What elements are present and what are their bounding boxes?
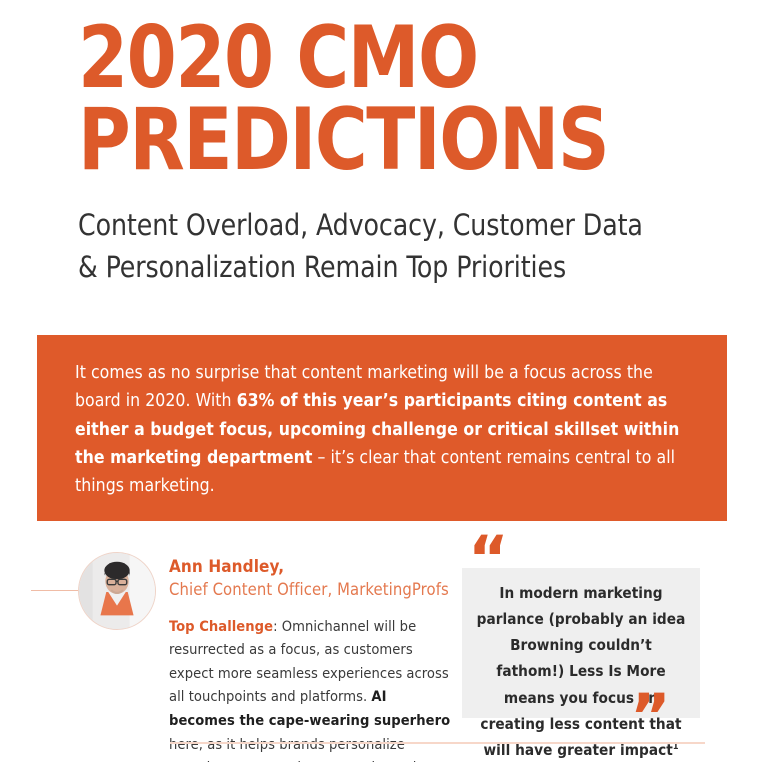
pullquote-text: In modern marketing parlance (probably a… — [462, 580, 700, 762]
commentary-text-2: here, as it helps brands personalize exp… — [169, 735, 441, 762]
avatar-portrait-icon — [79, 553, 155, 629]
pullquote-box — [462, 568, 700, 718]
person-role: Chief Content Officer, MarketingProfs — [169, 580, 449, 600]
callout-paragraph-1: It comes as no surprise that content mar… — [75, 359, 689, 501]
pullquote-body: In modern marketing parlance (probably a… — [476, 584, 686, 759]
page-subtitle-line-2: & Personalization Remain Top Priorities — [78, 249, 567, 284]
pullquote-footnote-marker: 1 — [672, 741, 679, 752]
person-commentary: Top Challenge: Omnichannel will be resur… — [169, 615, 452, 762]
avatar-leader-rule — [31, 590, 83, 591]
commentary-lead-label: Top Challenge — [169, 617, 274, 635]
intro-callout-box: It comes as no surprise that content mar… — [37, 335, 727, 596]
commentary-text-1: : Omnichannel will be resurrected as a f… — [169, 617, 449, 706]
masthead: 2020 CMO PREDICTIONS Content Overload, A… — [78, 8, 718, 288]
quote-open-icon: “ — [468, 522, 509, 595]
page-subtitle-line-1: Content Overload, Advocacy, Customer Dat… — [78, 208, 643, 243]
person-name: Ann Handley, — [169, 557, 285, 577]
callout-p1-text-1: It comes as no surprise that content mar… — [75, 363, 653, 412]
profile-text-block: Ann Handley, Chief Content Officer, Mark… — [169, 556, 452, 762]
page-title-line-1: 2020 CMO — [78, 8, 479, 108]
callout-p1-bold: 63% of this year’s participants citing c… — [75, 391, 680, 469]
commentary-bold: AI becomes the cape-wearing superhero — [169, 688, 451, 730]
section-divider — [170, 742, 705, 744]
page-title-line-2: PREDICTIONS — [78, 89, 610, 190]
quote-close-icon: ” — [630, 680, 671, 753]
avatar — [78, 552, 156, 630]
page-subtitle: Content Overload, Advocacy, Customer Dat… — [78, 205, 699, 287]
callout-p1-text-2: – it’s clear that content remains centra… — [75, 448, 676, 497]
